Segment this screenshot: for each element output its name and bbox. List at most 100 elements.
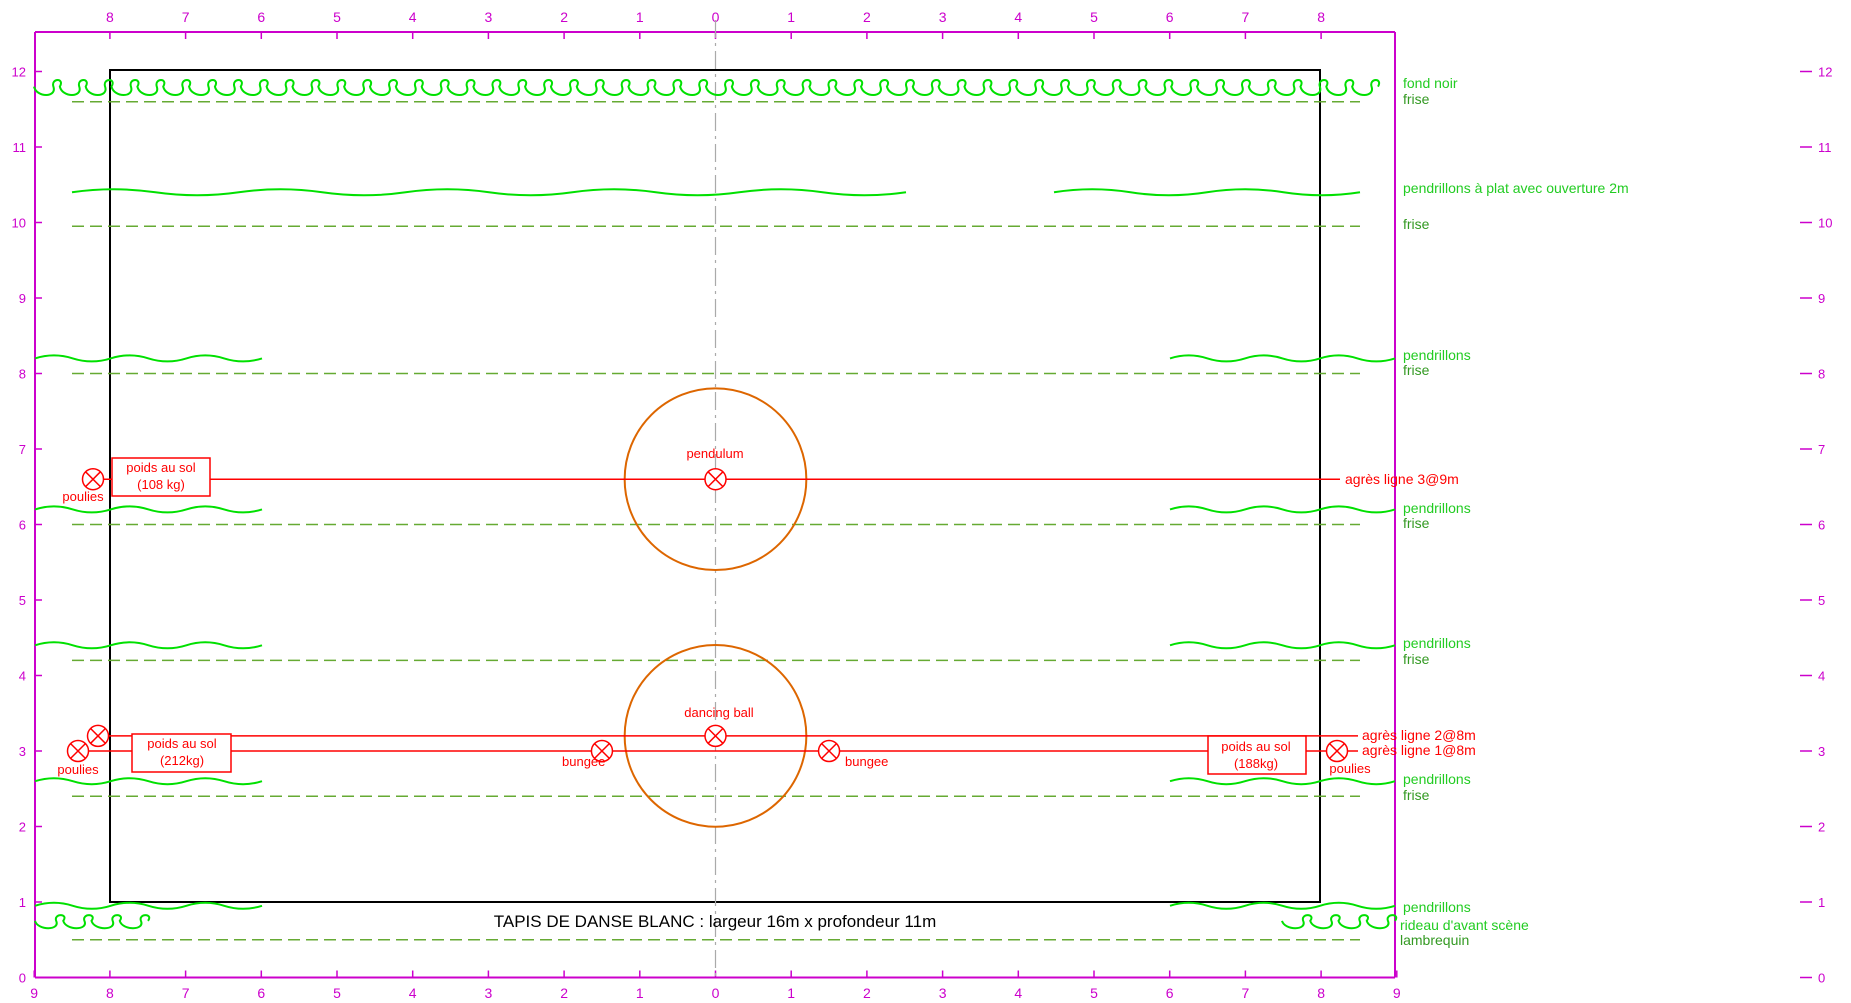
left-tick-label: 5 [19,593,26,608]
pendrillons-2-right [1169,777,1396,786]
bottom-tick-label: 5 [1090,985,1098,1001]
poids-188-value: (188kg) [1234,756,1278,771]
legend: fond noir frise pendrillons à plat avec … [1400,75,1629,948]
bottom-tick-label: 8 [1317,985,1325,1001]
left-tick-label: 12 [12,65,26,80]
rideau-left [34,914,151,930]
right-scale-label: 7 [1818,442,1825,457]
bottom-tick-label: 6 [1166,985,1174,1001]
pendrillons-8-left [34,354,263,363]
bottom-tick-label: 3 [485,985,493,1001]
right-scale-label: 10 [1818,216,1832,231]
poulie-ligne2-cross-b [90,727,106,744]
right-scale-label: 6 [1818,518,1825,533]
label-ligne2: agrès ligne 2@8m [1362,727,1476,743]
label-pendrillons-4: pendrillons [1403,635,1471,651]
pendrillons-plat-left [71,188,907,197]
left-tick-label: 1 [19,895,26,910]
left-tick-label: 11 [13,140,27,155]
left-tick-label: 10 [12,216,26,231]
poulie-ligne1-right [1325,739,1349,763]
drapes [33,79,1398,941]
right-scale-label: 11 [1818,140,1832,155]
label-rideau: rideau d'avant scène [1400,917,1529,933]
top-tick-label: 2 [863,9,871,25]
left-tick-label: 9 [19,291,26,306]
bottom-tick-label: 2 [863,985,871,1001]
pendrillons-4-left [34,641,263,650]
pendrillons-1-right [1169,901,1396,910]
poids-188-title: poids au sol [1221,739,1290,754]
bottom-tick-label: 3 [939,985,947,1001]
top-tick-label: 2 [560,9,568,25]
label-bungee-right: bungee [845,754,888,769]
right-scale-label: 5 [1818,593,1825,608]
pendrillons-2-left [34,777,263,786]
pendulum-point [704,467,727,491]
left-tick-label: 7 [19,442,26,457]
bottom-tick-label: 4 [409,985,417,1001]
label-fond-noir: fond noir [1403,75,1458,91]
axes-frame: 8 7 6 5 4 3 2 1 0 1 2 3 4 5 6 7 89 8 7 6 5 4 3 2 1 0 1 2 3 4 5 6 7 8 90 01 1… [12,9,1833,1001]
bungee-left-point [590,739,614,763]
right-scale-label: 0 [1818,971,1825,986]
poids-212-title: poids au sol [147,736,216,751]
top-tick-label: 8 [1317,9,1325,25]
poids-212-value: (212kg) [160,753,204,768]
right-scale-label: 9 [1818,291,1825,306]
label-pendrillons-2: pendrillons [1403,771,1471,787]
bottom-tick-label: 7 [1242,985,1250,1001]
label-frise-11: frise [1403,91,1430,107]
top-tick-label: 6 [257,9,265,25]
mat-caption: TAPIS DE DANSE BLANC : largeur 16m x pro… [494,912,937,931]
pendrillons-6-right [1169,505,1396,514]
label-poulies-right: poulies [1329,761,1371,776]
left-tick-label: 0 [19,971,26,986]
label-pendrillons-plat: pendrillons à plat avec ouverture 2m [1403,180,1629,196]
fond-noir-curtain [33,79,1381,96]
left-tick-label: 4 [19,669,26,684]
bungee-right-point [817,739,841,763]
right-scale-label: 12 [1818,65,1832,80]
label-pendrillons-1: pendrillons [1403,899,1471,915]
bottom-tick-label: 7 [182,985,190,1001]
left-tick-label: 8 [19,367,26,382]
dancing-ball-point [704,724,727,748]
right-scale-label: 3 [1818,744,1825,759]
poids-box-108 [111,457,211,497]
top-tick-label: 3 [939,9,947,25]
right-scale-label: 4 [1818,669,1825,684]
right-scale-label: 1 [1818,895,1825,910]
bottom-tick-label: 5 [333,985,341,1001]
poulie-ligne3-cross-b [85,471,101,488]
top-tick-label: 8 [106,9,114,25]
label-frise-2: frise [1403,787,1430,803]
rigging-labels: agrès ligne 3@9m agrès ligne 2@8m agrès … [57,446,1475,777]
dancing-ball-point-cross-b [707,727,724,744]
bottom-tick-label: 0 [712,985,720,1001]
bottom-tick-label: 2 [560,985,568,1001]
top-tick-label: 0 [712,9,720,25]
label-dancing-ball: dancing ball [684,705,753,720]
label-lambrequin: lambrequin [1400,932,1469,948]
label-frise-10: frise [1403,216,1430,232]
right-scale-label: 2 [1818,820,1825,835]
top-tick-label: 1 [787,9,795,25]
label-frise-8: frise [1403,362,1430,378]
bottom-tick-label: 6 [257,985,265,1001]
poulie-ligne1-left-cross-b [70,743,86,759]
bottom-tick-label: 9 [30,985,38,1001]
pendrillons-4-right [1169,641,1396,650]
label-ligne1: agrès ligne 1@8m [1362,742,1476,758]
top-tick-label: 6 [1166,9,1174,25]
pendrillons-8-right [1169,354,1396,363]
pendrillons-plat-right [1053,188,1361,197]
label-frise-6: frise [1403,515,1430,531]
left-tick-label: 6 [19,518,26,533]
top-tick-label: 7 [1242,9,1250,25]
label-bungee-left: bungee [562,754,605,769]
left-tick-label: 3 [19,744,26,759]
poulie-ligne1-right-cross-b [1329,743,1345,759]
top-tick-label: 1 [636,9,644,25]
